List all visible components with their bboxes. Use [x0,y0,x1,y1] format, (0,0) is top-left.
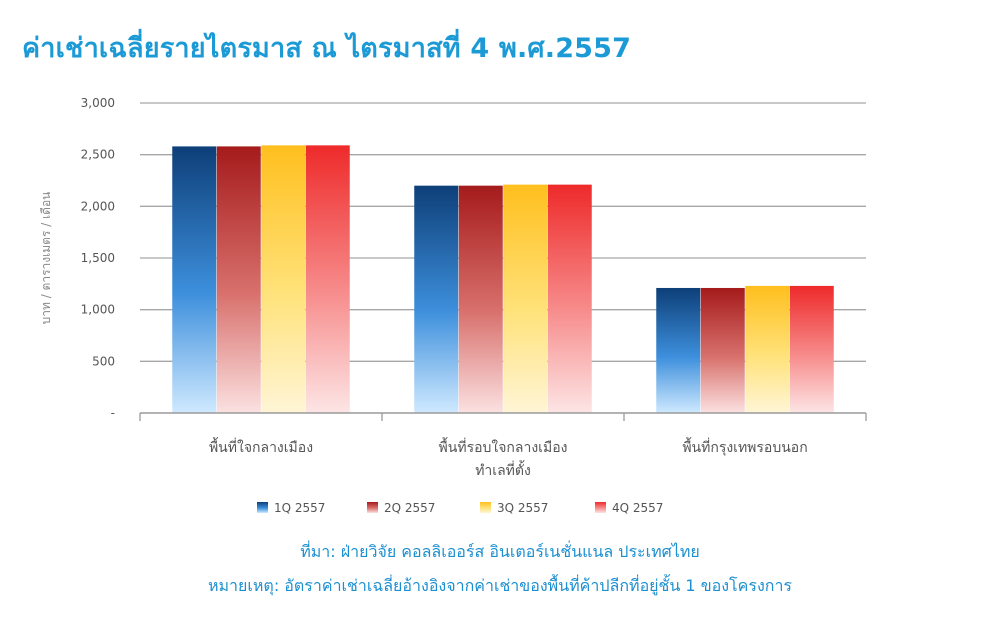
source-text: ที่มา: ฝ่ายวิจัย คอลลิเออร์ส อินเตอร์เนช… [300,542,700,561]
chart-title: ค่าเช่าเฉลี่ยรายไตรมาส ณ ไตรมาสที่ 4 พ.ศ… [22,33,632,64]
bar [700,287,745,413]
legend-label: 1Q 2557 [274,501,325,515]
bar [503,184,548,413]
legend-swatch [595,502,606,513]
bar [414,185,459,413]
bar [261,145,306,413]
bar [216,146,261,413]
bar [656,287,701,413]
x-tick-label: พื้นที่รอบใจกลางเมือง [439,437,568,456]
bar [458,185,503,413]
bar [547,184,592,413]
x-tick-label: พื้นที่ใจกลางเมือง [209,437,313,456]
bar [745,285,790,413]
legend-swatch [257,502,268,513]
legend-swatch [480,502,491,513]
y-axis-label: บาท / ตารางเมตร / เดือน [39,192,53,325]
y-tick-label: 500 [92,354,115,368]
bar [305,145,350,413]
y-tick-label: 1,000 [81,303,115,317]
legend-label: 3Q 2557 [497,501,548,515]
y-tick-label: 3,000 [81,96,115,110]
note-text: หมายเหตุ: อัตราค่าเช่าเฉลี่ยอ้างอิงจากค่… [207,576,793,595]
x-tick-label: พื้นที่กรุงเทพรอบนอก [682,437,807,456]
bar [789,285,834,413]
y-tick-label: 2,000 [81,199,115,213]
bar [172,146,217,413]
legend-swatch [367,502,378,513]
x-tick-label: ทำเลที่ตั้ง [475,460,531,479]
legend-label: 4Q 2557 [612,501,663,515]
y-tick-label: 1,500 [81,251,115,265]
y-tick-label: - [111,406,115,420]
y-tick-label: 2,500 [81,148,115,162]
legend-label: 2Q 2557 [384,501,435,515]
